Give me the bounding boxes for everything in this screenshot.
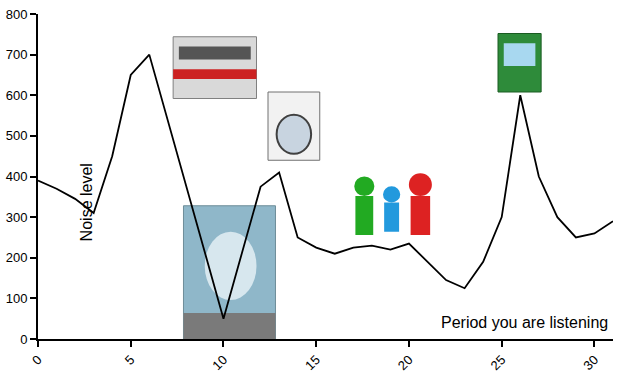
- svg-text:25: 25: [488, 352, 509, 373]
- svg-text:700: 700: [6, 47, 28, 62]
- svg-text:0: 0: [29, 352, 45, 368]
- svg-text:200: 200: [6, 250, 28, 265]
- svg-text:Period you are listening: Period you are listening: [441, 314, 608, 331]
- svg-text:400: 400: [6, 169, 28, 184]
- svg-text:30: 30: [580, 352, 601, 373]
- svg-text:20: 20: [395, 352, 416, 373]
- svg-text:800: 800: [6, 7, 28, 22]
- svg-text:600: 600: [6, 88, 28, 103]
- svg-text:0: 0: [20, 332, 27, 347]
- svg-text:Noise level: Noise level: [78, 163, 95, 241]
- svg-text:15: 15: [302, 352, 323, 373]
- svg-text:10: 10: [209, 352, 230, 373]
- svg-text:300: 300: [6, 210, 28, 225]
- svg-text:100: 100: [6, 291, 28, 306]
- svg-text:5: 5: [122, 352, 138, 368]
- svg-text:500: 500: [6, 128, 28, 143]
